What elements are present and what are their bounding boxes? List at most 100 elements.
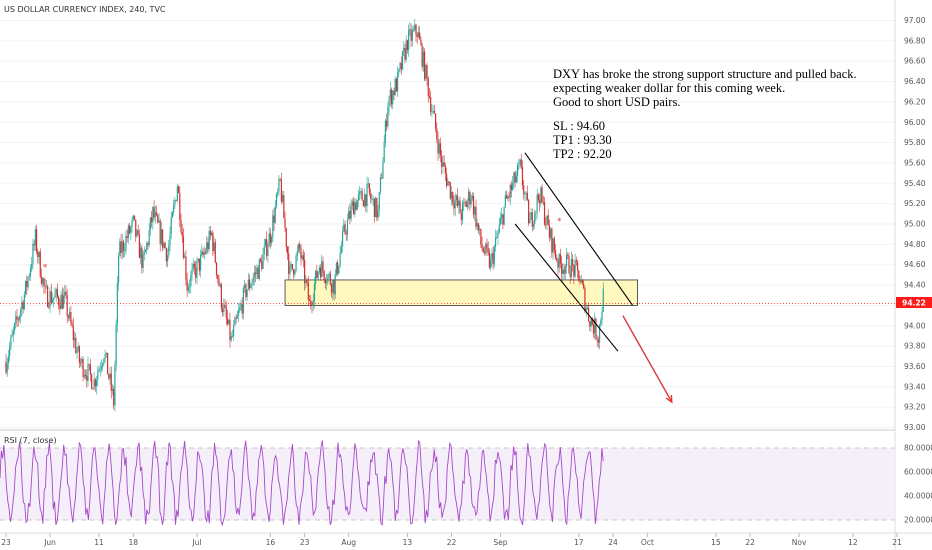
candle-body: [592, 324, 595, 334]
candle-body: [438, 143, 440, 154]
candle-body: [339, 253, 341, 267]
candle-body: [431, 111, 433, 113]
candle-body: [579, 281, 581, 283]
candle-body: [304, 259, 306, 284]
channel-lower-line[interactable]: [514, 223, 619, 352]
candle-body: [105, 352, 107, 355]
candle-body: [277, 191, 279, 194]
candle-body: [169, 234, 171, 246]
price-tick-label: 93.20: [904, 403, 926, 412]
candle-body: [129, 225, 131, 234]
candle-body: [35, 229, 38, 252]
candle-body: [553, 238, 555, 251]
candle-body: [352, 201, 355, 215]
support-zone[interactable]: [284, 279, 638, 306]
candle-body: [173, 204, 175, 213]
candle-body: [502, 214, 504, 225]
candle-body: [239, 307, 241, 311]
forecast-arrow[interactable]: [622, 315, 673, 403]
candle-body: [525, 192, 527, 194]
candle-body: [97, 371, 99, 380]
candle-body: [512, 182, 514, 190]
candle-body: [236, 315, 238, 319]
candle-body: [214, 242, 216, 263]
candle-body: [362, 200, 364, 207]
channel-upper-line[interactable]: [524, 152, 634, 306]
candle-body: [468, 191, 470, 202]
candle-body: [541, 187, 543, 202]
candle-body: [93, 379, 95, 389]
candle-body: [180, 219, 182, 232]
candle-body: [295, 255, 297, 271]
price-tick-label: 94.00: [904, 321, 926, 330]
candle-body: [436, 128, 438, 140]
price-tick-label: 95.80: [904, 138, 926, 147]
candle-body: [447, 181, 449, 186]
candle-body: [175, 200, 177, 201]
candle-body: [133, 215, 136, 220]
candle-body: [23, 294, 25, 309]
candle-body: [257, 267, 259, 279]
candle-body: [375, 197, 377, 218]
candle-body: [312, 301, 314, 306]
candle-body: [409, 29, 411, 30]
annotation-line-1: DXY has broke the strong support structu…: [553, 67, 857, 81]
candle-body: [195, 267, 197, 278]
candle-body: [127, 225, 129, 238]
candle-body: [192, 263, 194, 270]
price-axis[interactable]: 97.00 96.80 96.60 96.40 96.20 96.00 95.80 95.60…: [904, 16, 926, 432]
annotation-note[interactable]: DXY has broke the strong support structu…: [553, 67, 857, 161]
candle-body: [565, 254, 568, 267]
candle-body: [573, 265, 575, 277]
candle-body: [453, 202, 455, 209]
candle-body: [185, 256, 187, 280]
candle-body: [310, 301, 312, 305]
candle-body: [146, 243, 148, 250]
candle-body: [17, 319, 19, 321]
candle-body: [89, 364, 92, 375]
candle-body: [87, 363, 89, 382]
candle-body: [266, 239, 268, 256]
candle-body: [220, 284, 223, 309]
candle-body: [259, 259, 262, 261]
candle-body: [403, 48, 405, 52]
candle-body: [386, 120, 388, 127]
candle-body: [595, 318, 597, 339]
candle-body: [121, 241, 123, 253]
candle-body: [570, 258, 573, 277]
price-tick-label: 93.60: [904, 362, 926, 371]
price-tick-label: 93.80: [904, 342, 926, 351]
candle-body: [196, 261, 198, 278]
candle-body: [425, 64, 427, 80]
rsi-tick-label: 80.0000: [904, 444, 932, 453]
annotation-line-3: Good to short USD pairs.: [553, 95, 680, 109]
candle-body: [430, 97, 432, 113]
candle-body: [40, 276, 43, 284]
candle-body: [6, 363, 8, 373]
price-tick-label: 96.20: [904, 97, 926, 106]
candle-body: [55, 289, 57, 295]
candle-body: [125, 236, 127, 251]
candle-body: [245, 284, 247, 297]
candle-body: [275, 193, 278, 207]
candle-body: [531, 212, 533, 227]
time-axis[interactable]: 23 Jun 11 18 Jul 16 23 Aug 13 22 Sep 17 24 Oct 15 22 Nov…: [1, 533, 902, 547]
candle-body: [382, 162, 384, 179]
candle-body: [53, 297, 55, 300]
candle-body: [389, 89, 391, 99]
candle-body: [446, 173, 448, 186]
rsi-axis[interactable]: 80.0000 60.0000 40.0000 20.0000: [904, 444, 932, 525]
candle-body: [405, 40, 407, 60]
candle-body: [376, 197, 378, 218]
candle-body: [315, 270, 317, 284]
candle-body: [546, 215, 548, 225]
candle-body: [42, 278, 44, 284]
candle-body: [237, 310, 240, 316]
candle-body: [272, 215, 274, 238]
candle-body: [294, 270, 296, 275]
candle-body: [423, 51, 426, 80]
candle-body: [590, 318, 592, 327]
candle-body: [66, 295, 68, 317]
candle-body: [184, 256, 186, 258]
